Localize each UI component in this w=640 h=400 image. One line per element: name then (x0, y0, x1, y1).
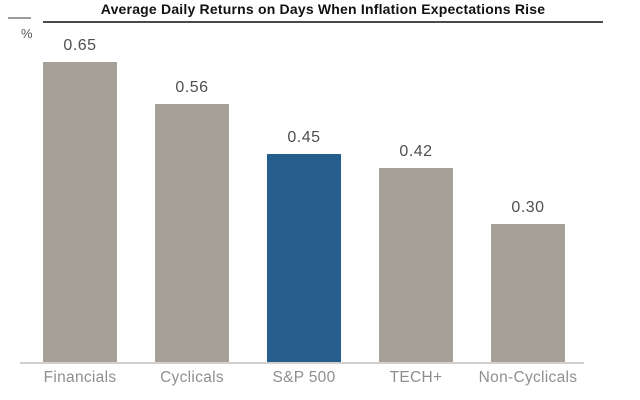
category-label-tech: TECH+ (389, 369, 443, 386)
bars-row: 0.65 0.56 0.45 0.42 0.30 (24, 0, 584, 362)
bar-column-s-p-500: 0.45 (248, 0, 360, 362)
category-labels-row: Financials Cyclicals S&P 500 TECH+ Non-Cycli… (24, 369, 584, 387)
value-label-non-cyclicals: 0.30 (511, 198, 545, 216)
category-label-non-cyclicals: Non-Cyclicals (478, 369, 578, 386)
bar-column-tech: 0.42 (360, 0, 472, 362)
x-axis-line (20, 362, 584, 364)
bar-financials (43, 62, 117, 362)
bar-cyclicals (155, 103, 229, 362)
value-label-tech: 0.42 (399, 143, 433, 161)
value-label-s-p-500: 0.45 (287, 129, 321, 147)
category-label-financials: Financials (43, 369, 117, 386)
chart-title: Average Daily Returns on Days When Infla… (43, 1, 603, 23)
value-label-financials: 0.65 (63, 37, 97, 54)
bar-tech (379, 168, 453, 362)
top-left-rule (8, 17, 31, 19)
category-label-cyclicals: Cyclicals (160, 369, 224, 386)
bar-column-cyclicals: 0.56 (136, 0, 248, 362)
bar-column-non-cyclicals: 0.30 (472, 0, 584, 362)
bar-s-p-500 (267, 154, 341, 362)
value-label-cyclicals: 0.56 (175, 78, 209, 96)
bar-column-financials: 0.65 (24, 0, 136, 362)
bar-non-cyclicals (491, 223, 565, 362)
y-axis-unit-label: % (21, 26, 33, 41)
category-label-s-p-500: S&P 500 (272, 369, 336, 386)
